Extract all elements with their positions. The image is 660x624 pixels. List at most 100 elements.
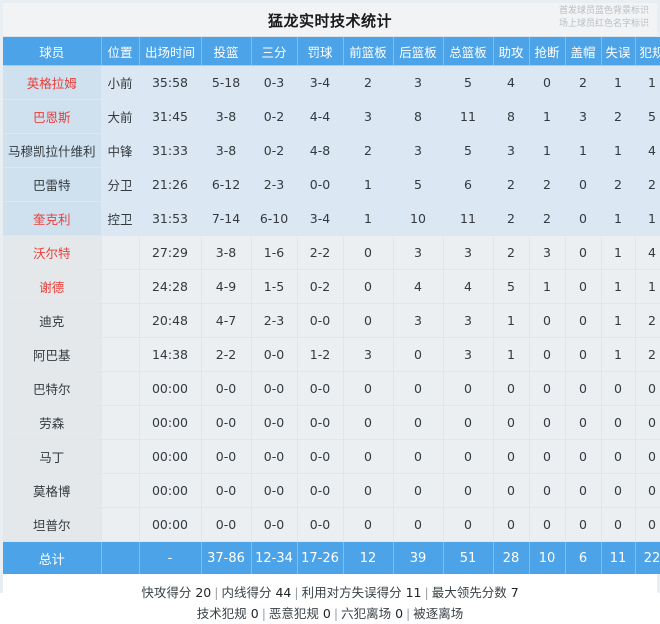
- column-header-ft[interactable]: 罚球: [297, 37, 344, 66]
- cell-pos: 小前: [101, 65, 140, 100]
- column-header-player[interactable]: 球员: [3, 37, 102, 66]
- cell-min: 31:53: [139, 201, 202, 236]
- cell-min: 00:00: [139, 507, 202, 542]
- cell-blk: 0: [565, 269, 602, 304]
- cell-fg: 4-9: [201, 269, 252, 304]
- footer-stat-label: 恶意犯规: [268, 606, 319, 621]
- cell-tp: 6-10: [251, 201, 298, 236]
- cell-pf: 0: [635, 507, 660, 542]
- cell-pf: 0: [635, 371, 660, 406]
- cell-blk: 0: [565, 303, 602, 338]
- cell-ft: 1-2: [297, 337, 344, 372]
- cell-dreb: 3: [393, 133, 444, 168]
- player-name: 迪克: [3, 303, 102, 338]
- column-header-tov[interactable]: 失误: [601, 37, 636, 66]
- cell-tp: 0-3: [251, 65, 298, 100]
- cell-dreb: 8: [393, 99, 444, 134]
- cell-fg: 0-0: [201, 439, 252, 474]
- cell-ft: 3-4: [297, 65, 344, 100]
- column-header-oreb[interactable]: 前篮板: [343, 37, 394, 66]
- cell-ft: 0-0: [297, 303, 344, 338]
- cell-ft: 4-8: [297, 133, 344, 168]
- totals-fg: 37-86: [201, 541, 252, 574]
- cell-min: 00:00: [139, 473, 202, 508]
- column-header-stl[interactable]: 抢断: [529, 37, 566, 66]
- table-body: 英格拉姆小前35:585-180-33-423540211-413巴恩斯大前31…: [3, 65, 660, 542]
- player-name: 马丁: [3, 439, 102, 474]
- cell-reb: 0: [443, 439, 494, 474]
- cell-ft: 4-4: [297, 99, 344, 134]
- column-header-pf[interactable]: 犯规: [635, 37, 660, 66]
- cell-min: 27:29: [139, 235, 202, 270]
- totals-stl: 10: [529, 541, 566, 574]
- player-name: 奎克利: [3, 201, 102, 236]
- cell-oreb: 1: [343, 167, 394, 202]
- cell-ast: 1: [493, 303, 530, 338]
- cell-fg: 2-2: [201, 337, 252, 372]
- cell-ast: 4: [493, 65, 530, 100]
- cell-dreb: 0: [393, 439, 444, 474]
- column-header-tp[interactable]: 三分: [251, 37, 298, 66]
- column-header-pos[interactable]: 位置: [101, 37, 140, 66]
- cell-reb: 0: [443, 473, 494, 508]
- cell-ast: 0: [493, 473, 530, 508]
- column-header-dreb[interactable]: 后篮板: [393, 37, 444, 66]
- cell-pos: [101, 439, 140, 474]
- cell-min: 35:58: [139, 65, 202, 100]
- column-header-blk[interactable]: 盖帽: [565, 37, 602, 66]
- cell-tp: 0-2: [251, 99, 298, 134]
- column-header-reb[interactable]: 总篮板: [443, 37, 494, 66]
- cell-stl: 0: [529, 439, 566, 474]
- cell-pos: [101, 303, 140, 338]
- cell-oreb: 3: [343, 337, 394, 372]
- footer-stat-value: 0: [391, 606, 404, 621]
- cell-tp: 0-0: [251, 405, 298, 440]
- totals-ft: 17-26: [297, 541, 344, 574]
- cell-dreb: 0: [393, 507, 444, 542]
- cell-stl: 3: [529, 235, 566, 270]
- cell-tov: 1: [601, 337, 636, 372]
- team-summary-footer: 快攻得分 20 | 内线得分 44 | 利用对方失误得分 11 | 最大领先分数 7 技术犯…: [3, 574, 657, 624]
- column-header-min[interactable]: 出场时间: [139, 37, 202, 66]
- footer-stat-value: 0: [246, 606, 259, 621]
- cell-dreb: 0: [393, 371, 444, 406]
- cell-blk: 1: [565, 133, 602, 168]
- player-name: 劳森: [3, 405, 102, 440]
- cell-tov: 2: [601, 99, 636, 134]
- cell-oreb: 0: [343, 371, 394, 406]
- cell-ft: 3-4: [297, 201, 344, 236]
- cell-pos: [101, 405, 140, 440]
- cell-oreb: 0: [343, 269, 394, 304]
- cell-dreb: 0: [393, 473, 444, 508]
- cell-blk: 0: [565, 439, 602, 474]
- cell-blk: 0: [565, 337, 602, 372]
- cell-blk: 2: [565, 65, 602, 100]
- column-header-ast[interactable]: 助攻: [493, 37, 530, 66]
- cell-dreb: 3: [393, 65, 444, 100]
- cell-min: 31:33: [139, 133, 202, 168]
- cell-blk: 0: [565, 167, 602, 202]
- cell-stl: 0: [529, 337, 566, 372]
- cell-fg: 0-0: [201, 507, 252, 542]
- cell-stl: 1: [529, 133, 566, 168]
- cell-oreb: 2: [343, 133, 394, 168]
- cell-dreb: 3: [393, 303, 444, 338]
- cell-ast: 0: [493, 405, 530, 440]
- footer-separator: |: [261, 606, 266, 621]
- column-header-fg[interactable]: 投篮: [201, 37, 252, 66]
- player-name: 谢德: [3, 269, 102, 304]
